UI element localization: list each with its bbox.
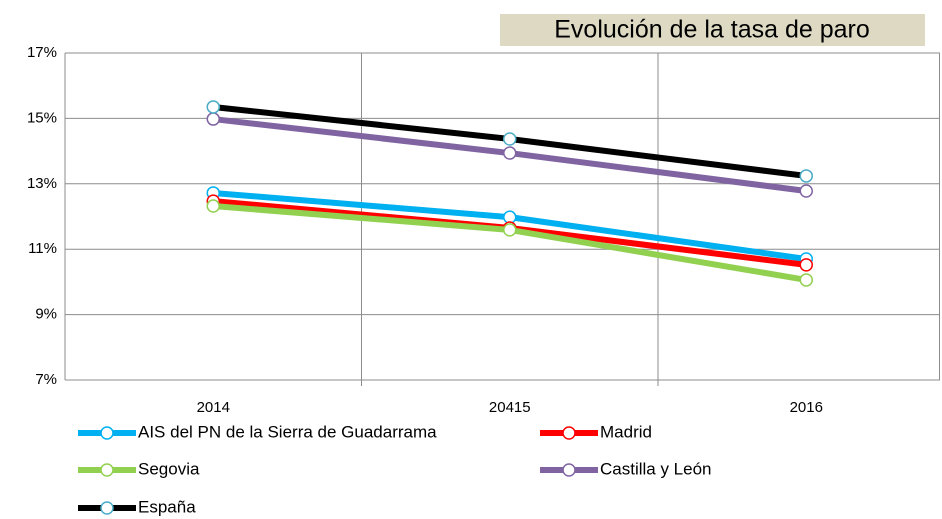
y-tick-label: 17%: [27, 44, 57, 61]
x-tick-label: 20415: [489, 399, 531, 416]
data-point: [799, 258, 813, 272]
y-tick-label: 13%: [27, 175, 57, 192]
legend-label: AIS del PN de la Sierra de Guadarrama: [138, 422, 437, 441]
legend-marker: [562, 426, 576, 440]
legend-label: España: [138, 497, 196, 516]
x-tick-label: 2016: [790, 399, 823, 416]
data-point: [503, 146, 517, 160]
y-tick-label: 7%: [35, 371, 57, 388]
data-point: [503, 223, 517, 237]
legend-label: Segovia: [138, 459, 200, 478]
y-tick-label: 9%: [35, 306, 57, 323]
data-point: [206, 100, 220, 114]
legend-marker: [100, 463, 114, 477]
data-point: [206, 112, 220, 126]
data-point: [799, 273, 813, 287]
legend-marker: [100, 501, 114, 515]
data-point: [799, 184, 813, 198]
legend-label: Castilla y León: [600, 459, 712, 478]
data-point: [503, 132, 517, 146]
title-box: [500, 14, 925, 46]
chart-title: Evolución de la tasa de paro: [554, 16, 870, 44]
data-point: [799, 169, 813, 183]
legend-marker: [562, 463, 576, 477]
y-tick-label: 11%: [28, 240, 57, 257]
legend-marker: [100, 426, 114, 440]
legend-label: Madrid: [600, 422, 652, 441]
y-tick-label: 15%: [27, 109, 57, 126]
x-tick-label: 2014: [197, 399, 230, 416]
data-point: [206, 199, 220, 213]
